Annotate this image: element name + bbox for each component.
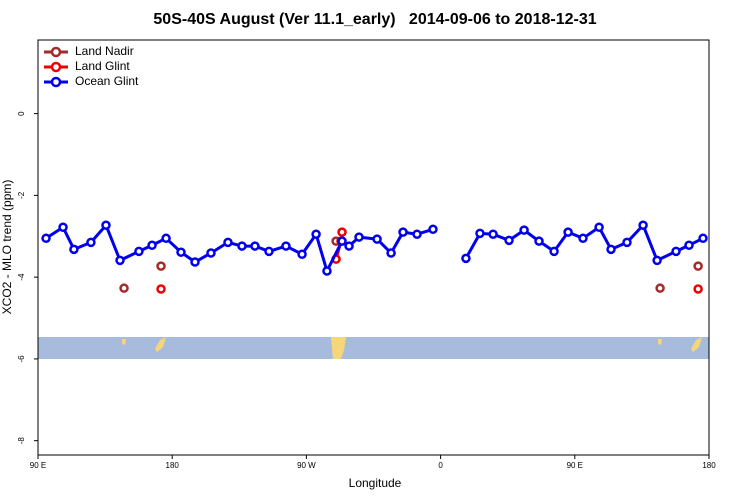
point — [206, 248, 216, 258]
point — [297, 249, 307, 259]
point — [698, 233, 708, 244]
point — [594, 222, 604, 233]
point — [638, 220, 648, 230]
point — [344, 241, 354, 251]
legend-marker — [50, 61, 62, 73]
land-patch — [658, 339, 662, 345]
x-tick-label: 90 E — [567, 461, 583, 470]
point — [322, 266, 332, 276]
point — [519, 225, 529, 235]
point — [606, 244, 616, 255]
point — [504, 235, 514, 246]
point — [337, 236, 347, 246]
legend-marker — [50, 46, 62, 58]
point — [398, 227, 408, 237]
x-tick-label: 180 — [166, 461, 180, 470]
point — [337, 227, 347, 237]
point — [134, 246, 144, 257]
point — [115, 255, 125, 266]
point — [488, 229, 498, 239]
point — [693, 261, 703, 271]
point — [161, 233, 171, 244]
point — [41, 233, 51, 244]
point — [58, 222, 68, 233]
point — [69, 244, 79, 255]
x-tick-label: 90 E — [30, 461, 46, 470]
point — [250, 241, 260, 251]
point — [534, 236, 544, 246]
series-line — [336, 232, 698, 289]
y-tick-label: -6 — [17, 355, 26, 363]
x-tick-label: 90 W — [297, 461, 316, 470]
point — [223, 237, 233, 248]
point — [86, 237, 96, 248]
point — [156, 284, 166, 294]
point — [190, 257, 200, 267]
land-patch — [122, 339, 126, 345]
point — [622, 237, 632, 248]
point — [652, 255, 662, 266]
point — [428, 224, 438, 235]
point — [671, 246, 681, 257]
y-tick-label: 0 — [17, 111, 26, 116]
series-line — [45, 223, 704, 273]
point — [264, 246, 274, 257]
point — [655, 283, 665, 293]
point — [693, 284, 703, 294]
ocean-band — [38, 337, 709, 359]
point — [101, 220, 111, 230]
x-tick-label: 0 — [438, 461, 443, 470]
point — [119, 283, 129, 293]
y-tick-label: -8 — [17, 437, 26, 445]
point — [461, 253, 471, 264]
surface-band — [38, 337, 709, 359]
point — [475, 228, 485, 239]
point — [412, 229, 422, 239]
legend-marker — [50, 76, 62, 88]
point — [578, 233, 588, 244]
point — [237, 241, 247, 251]
point — [563, 227, 573, 237]
x-axis-label: Longitude — [349, 476, 402, 490]
land-patch — [331, 337, 346, 359]
point — [281, 241, 291, 251]
legend-label: Ocean Glint — [75, 74, 139, 88]
point — [549, 246, 559, 257]
plot-frame — [37, 39, 710, 456]
legend-label: Land Nadir — [75, 44, 134, 58]
x-tick-label: 180 — [702, 461, 716, 470]
legend-label: Land Glint — [75, 59, 130, 73]
y-axis-label: XCO2 - MLO trend (ppm) — [0, 180, 14, 315]
point — [354, 232, 364, 242]
point — [311, 229, 321, 239]
point — [386, 248, 396, 258]
land-patch — [155, 337, 166, 352]
chart-title: 50S-40S August (Ver 11.1_early) 2014-09-… — [153, 11, 596, 28]
point — [147, 240, 157, 251]
point — [156, 261, 166, 271]
land-patch — [691, 337, 702, 352]
point — [684, 240, 694, 251]
point — [372, 234, 382, 244]
point — [176, 247, 186, 257]
y-tick-label: -2 — [17, 191, 26, 199]
y-tick-label: -4 — [17, 273, 26, 281]
